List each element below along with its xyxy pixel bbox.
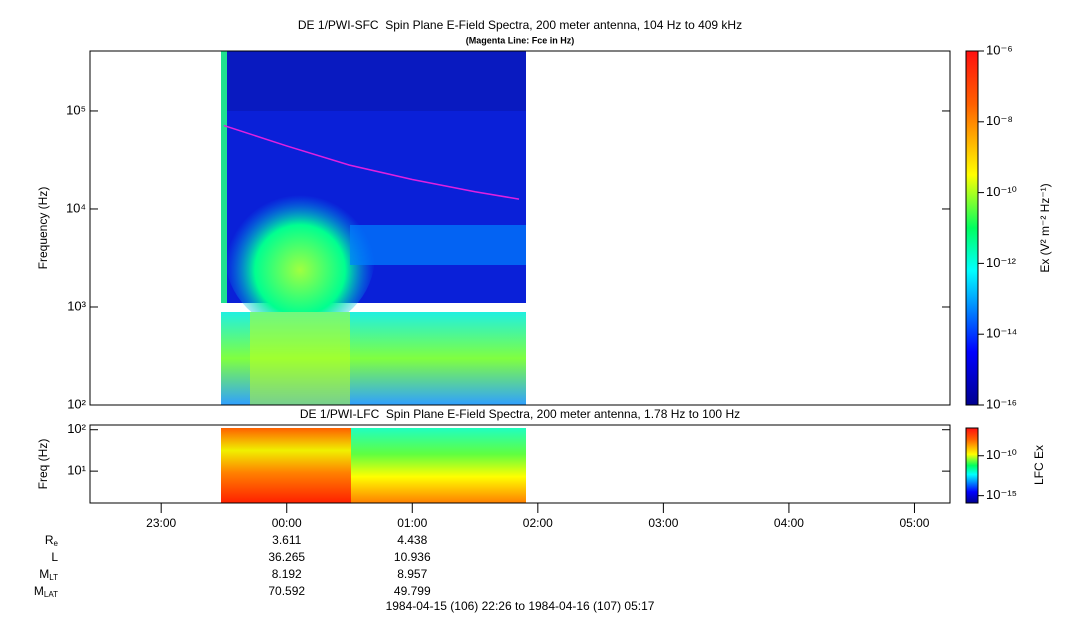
colorbar-label: Ex (V² m⁻² Hz⁻¹) xyxy=(1038,183,1052,272)
title: DE 1/PWI-SFC Spin Plane E-Field Spectra,… xyxy=(298,18,742,32)
colorbar-frame xyxy=(965,427,979,504)
colorbar-tick-label: 10⁻¹⁰ xyxy=(986,184,1017,199)
colorbar-label: LFC Ex xyxy=(1032,445,1046,485)
y-tick-label: 10¹ xyxy=(67,463,86,478)
colorbar-tick-label: 10⁻¹⁴ xyxy=(986,326,1017,341)
ephemeris-value: 8.192 xyxy=(272,567,302,581)
plot-frame xyxy=(89,50,951,406)
ephemeris-label: L xyxy=(51,550,58,564)
x-tick-label: 23:00 xyxy=(146,516,176,530)
ephemeris-label-main: R xyxy=(45,533,54,547)
x-tick-label: 01:00 xyxy=(397,516,427,530)
ephemeris-label-main: M xyxy=(34,584,44,598)
ephemeris-value: 8.957 xyxy=(397,567,427,581)
colorbar-tick-label: 10⁻¹⁶ xyxy=(986,396,1017,411)
y-axis-label: Freq (Hz) xyxy=(36,439,50,490)
footer: 1984-04-15 (106) 22:26 to 1984-04-16 (10… xyxy=(386,599,655,613)
y-tick-label: 10² xyxy=(67,421,86,436)
x-tick-label: 03:00 xyxy=(648,516,678,530)
ephemeris-label-sub: LT xyxy=(49,573,58,582)
spectrogram-image xyxy=(221,51,978,503)
y-tick-label: 10⁴ xyxy=(66,200,86,215)
y-axis-label: Frequency (Hz) xyxy=(36,187,50,270)
ephemeris-value: 70.592 xyxy=(268,584,305,598)
ephemeris-value: 49.799 xyxy=(394,584,431,598)
ephemeris-label-main: L xyxy=(51,550,58,564)
fce-line xyxy=(223,124,520,200)
ephemeris-value: 10.936 xyxy=(394,550,431,564)
colorbar-tick-label: 10⁻¹⁵ xyxy=(986,487,1017,502)
plot-frame xyxy=(89,424,951,504)
colorbar-tick-label: 10⁻¹² xyxy=(986,255,1017,270)
subtitle: (Magenta Line: Fce in Hz) xyxy=(466,35,575,45)
colorbar-tick-label: 10⁻⁶ xyxy=(986,42,1013,57)
y-tick-label: 10⁵ xyxy=(66,102,86,117)
ephemeris-label: MLT xyxy=(39,567,58,582)
title: DE 1/PWI-LFC Spin Plane E-Field Spectra,… xyxy=(300,407,740,421)
colorbar-frame xyxy=(965,50,979,406)
ephemeris-value: 3.611 xyxy=(272,533,301,547)
y-tick-label: 10³ xyxy=(67,298,86,313)
ephemeris-label: Re xyxy=(45,533,59,548)
x-tick-label: 04:00 xyxy=(774,516,804,530)
ephemeris-label-sub: LAT xyxy=(44,590,58,599)
ephemeris-value: 4.438 xyxy=(397,533,427,547)
ephemeris-label-sub: e xyxy=(54,539,59,548)
colorbar-tick-label: 10⁻⁸ xyxy=(986,113,1013,128)
ephemeris-value: 36.265 xyxy=(268,550,305,564)
ephemeris-label-main: M xyxy=(39,567,49,581)
ephemeris-label: MLAT xyxy=(34,584,58,599)
y-tick-label: 10² xyxy=(67,396,86,411)
x-tick-label: 00:00 xyxy=(272,516,302,530)
x-tick-label: 05:00 xyxy=(899,516,929,530)
colorbar-tick-label: 10⁻¹⁰ xyxy=(986,447,1017,462)
x-tick-label: 02:00 xyxy=(523,516,553,530)
